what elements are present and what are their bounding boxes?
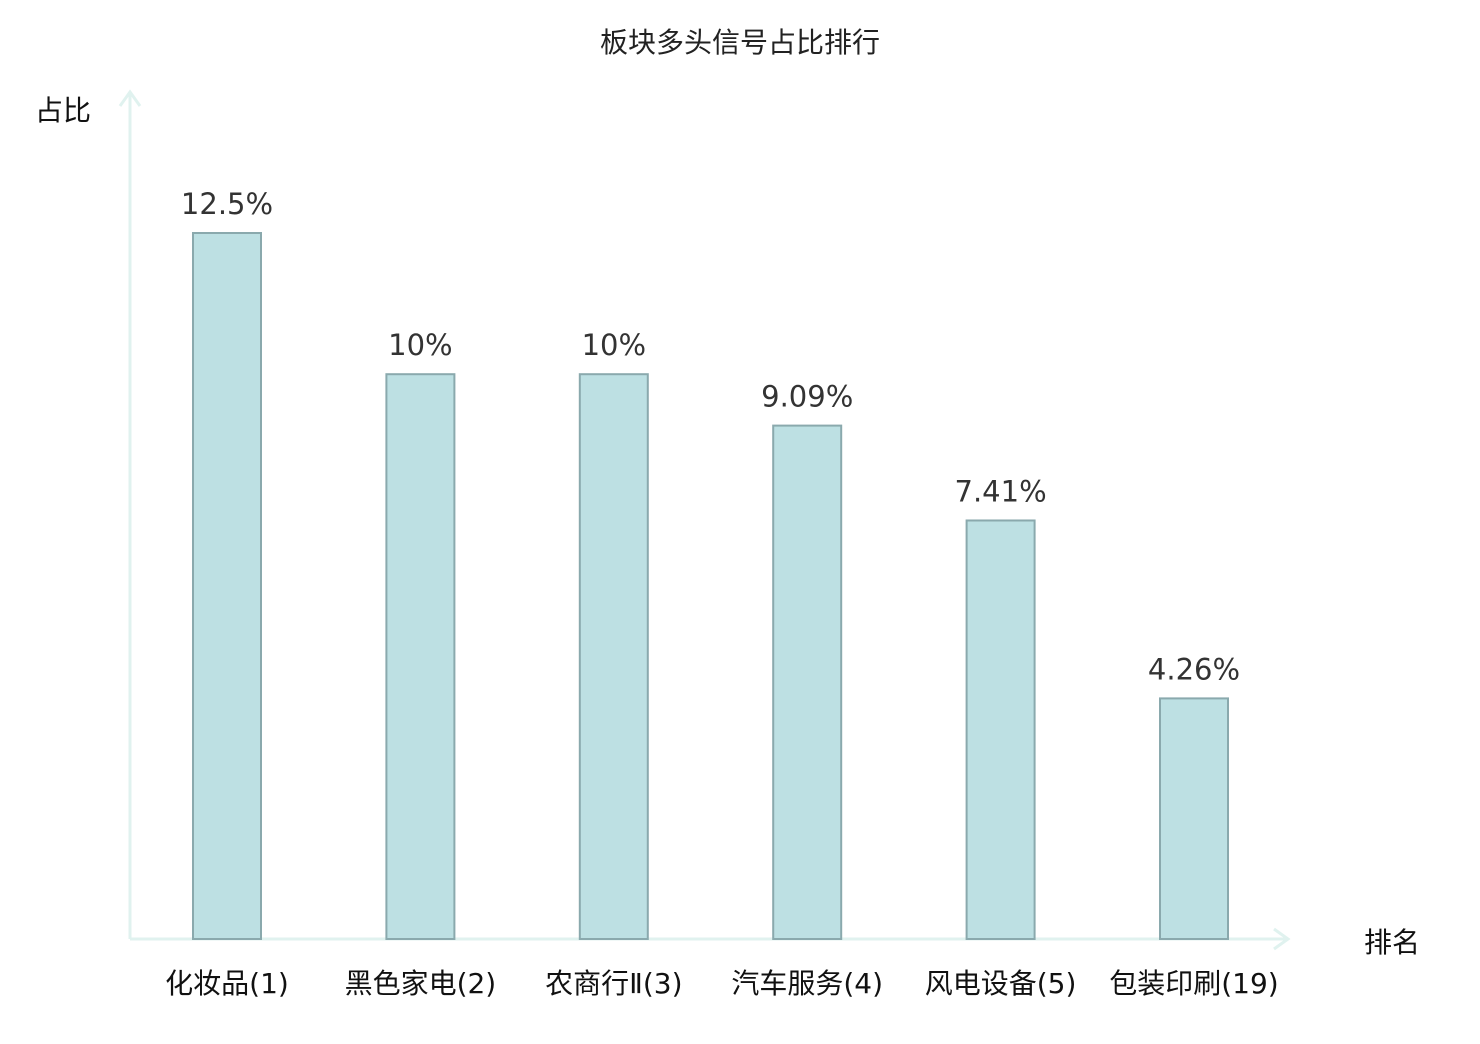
data-label: 10% — [388, 328, 452, 362]
bar — [965, 519, 1036, 941]
y-axis-label: 占比 — [35, 94, 91, 127]
data-label: 4.26% — [1148, 652, 1240, 686]
x-axis-label: 排名 — [1364, 926, 1420, 959]
value-labels-group: 12.5% 10% 10% 9.09% 7.41% 4.26% — [181, 187, 1240, 686]
y-axis-arrow-icon — [118, 89, 142, 107]
category-labels-group: 化妆品(1) 黑色家电(2) 农商行Ⅱ(3) 汽车服务(4) 风电设备(5) 包装印刷(1… — [165, 967, 1279, 1000]
chart-title: 板块多头信号占比排行 — [600, 26, 880, 59]
x-axis-arrow-icon — [1273, 927, 1291, 951]
data-label: 12.5% — [181, 187, 273, 221]
x-tick-label: 汽车服务(4) — [731, 967, 883, 1000]
data-label: 9.09% — [761, 380, 853, 414]
x-tick-label: 化妆品(1) — [165, 967, 289, 1000]
x-tick-label: 农商行Ⅱ(3) — [545, 967, 682, 1000]
x-tick-label: 风电设备(5) — [925, 967, 1077, 1000]
data-label: 10% — [582, 328, 646, 362]
bar — [192, 232, 262, 940]
x-tick-label: 黑色家电(2) — [345, 967, 497, 1000]
bar — [1159, 697, 1229, 940]
bar — [578, 373, 649, 940]
x-tick-label: 包装印刷(19) — [1109, 967, 1278, 1000]
axes — [118, 89, 1291, 951]
bar — [772, 424, 843, 940]
data-label: 7.41% — [955, 474, 1047, 508]
bars-group — [192, 232, 1229, 941]
bar — [385, 373, 456, 940]
